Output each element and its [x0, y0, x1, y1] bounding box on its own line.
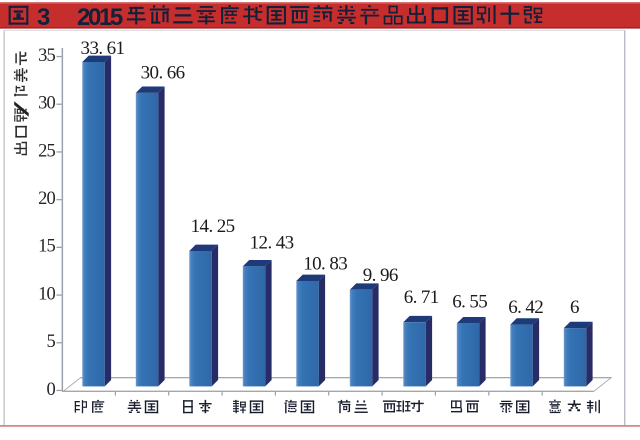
svg-text:10: 10 [38, 284, 55, 304]
svg-text:33. 61: 33. 61 [81, 38, 125, 59]
svg-text:30: 30 [38, 94, 55, 114]
svg-text:6. 55: 6. 55 [452, 291, 487, 312]
svg-text:6. 71: 6. 71 [404, 287, 439, 308]
svg-text:12. 43: 12. 43 [250, 233, 294, 254]
svg-text:25: 25 [38, 141, 55, 161]
svg-text:6. 42: 6. 42 [508, 297, 543, 318]
svg-text:6: 6 [570, 297, 579, 318]
svg-text:10. 83: 10. 83 [303, 254, 347, 275]
svg-text:3: 3 [37, 4, 50, 31]
svg-text:9. 96: 9. 96 [363, 265, 398, 286]
svg-text:20: 20 [38, 189, 55, 209]
svg-text:5: 5 [47, 332, 56, 352]
svg-text:15: 15 [38, 237, 55, 257]
svg-text:0: 0 [47, 380, 56, 400]
svg-text:14. 25: 14. 25 [191, 216, 235, 237]
svg-text:35: 35 [38, 46, 55, 66]
svg-text:2015: 2015 [77, 4, 123, 31]
svg-text:30. 66: 30. 66 [141, 62, 185, 83]
